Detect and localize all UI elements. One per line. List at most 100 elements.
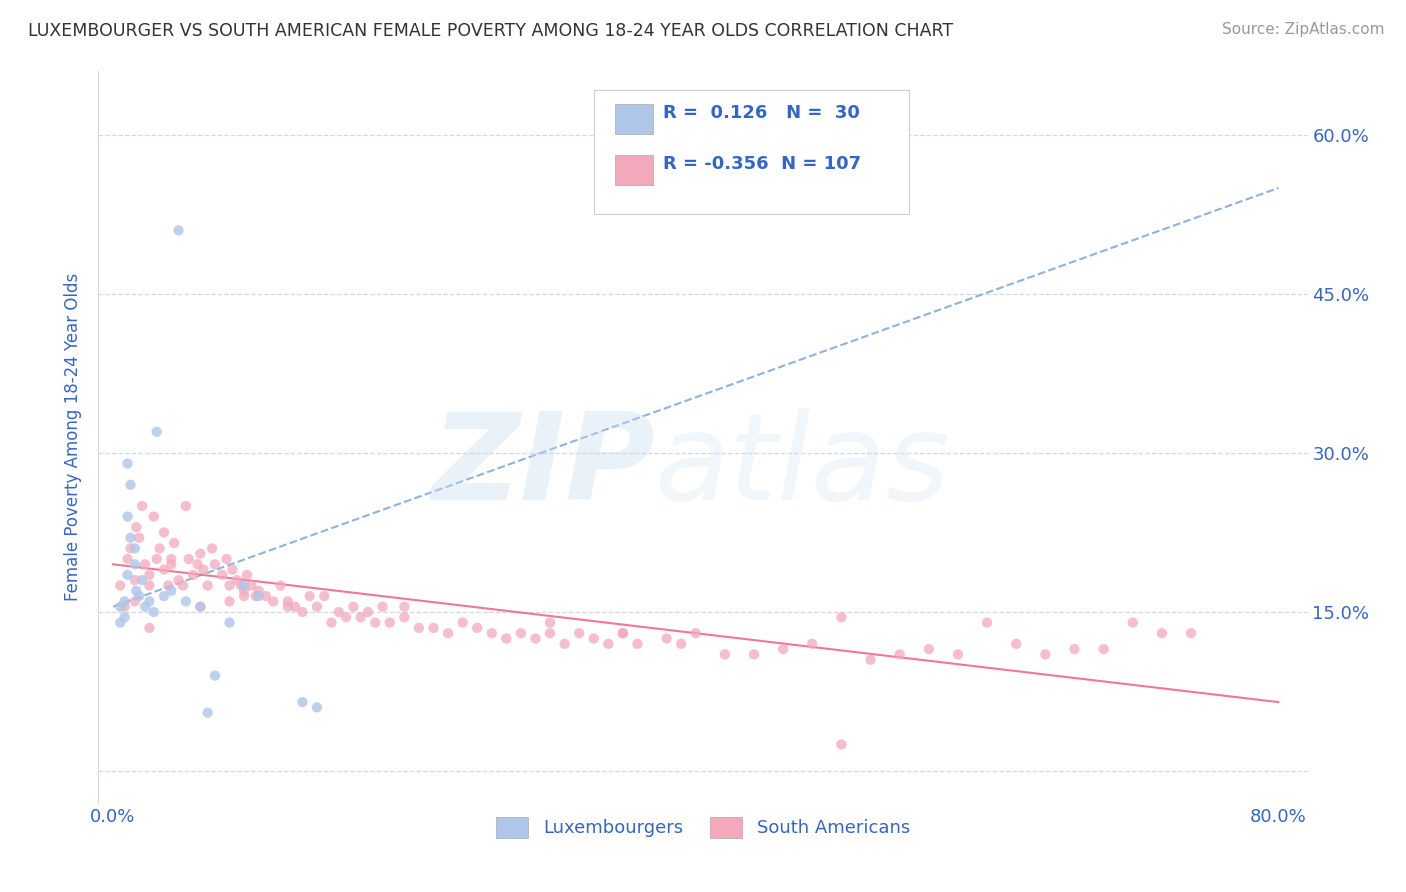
Point — [218, 578, 240, 592]
Point — [245, 589, 267, 603]
Point — [830, 610, 852, 624]
Point — [125, 583, 148, 598]
Point — [167, 223, 190, 237]
Point — [298, 589, 321, 603]
Point — [125, 520, 148, 534]
Point — [221, 563, 243, 577]
Point — [204, 558, 226, 572]
Point — [157, 578, 180, 592]
Point — [830, 738, 852, 752]
Point — [350, 610, 373, 624]
Point — [669, 637, 692, 651]
Text: Source: ZipAtlas.com: Source: ZipAtlas.com — [1222, 22, 1385, 37]
Point — [568, 626, 591, 640]
Point — [918, 642, 941, 657]
Point — [114, 594, 136, 608]
Point — [772, 642, 794, 657]
Point — [134, 599, 156, 614]
Point — [357, 605, 380, 619]
Point — [371, 599, 394, 614]
Text: LUXEMBOURGER VS SOUTH AMERICAN FEMALE POVERTY AMONG 18-24 YEAR OLDS CORRELATION : LUXEMBOURGER VS SOUTH AMERICAN FEMALE PO… — [28, 22, 953, 40]
Point — [889, 648, 911, 662]
Point — [437, 626, 460, 640]
Point — [218, 615, 240, 630]
Text: atlas: atlas — [655, 408, 950, 524]
Point — [1033, 648, 1056, 662]
Point — [110, 578, 132, 592]
Point — [145, 552, 167, 566]
Point — [335, 610, 357, 624]
Point — [582, 632, 605, 646]
Point — [270, 578, 292, 592]
Legend: Luxembourgers, South Americans: Luxembourgers, South Americans — [489, 810, 917, 845]
Point — [149, 541, 172, 556]
Point — [859, 653, 882, 667]
Point — [509, 626, 531, 640]
Point — [218, 594, 240, 608]
Point — [153, 589, 176, 603]
Point — [138, 621, 160, 635]
Point — [142, 509, 165, 524]
Point — [167, 573, 190, 587]
Point — [233, 583, 256, 598]
Text: R =  0.126   N =  30: R = 0.126 N = 30 — [664, 104, 860, 122]
Point — [394, 610, 416, 624]
Point — [321, 615, 343, 630]
Point — [110, 599, 132, 614]
Point — [204, 668, 226, 682]
Point — [193, 563, 215, 577]
Point — [128, 531, 150, 545]
Point — [262, 594, 284, 608]
Point — [342, 599, 364, 614]
Point — [231, 578, 253, 592]
Point — [408, 621, 430, 635]
Point — [277, 594, 299, 608]
Point — [124, 558, 146, 572]
Point — [124, 541, 146, 556]
Point — [1092, 642, 1115, 657]
Point — [236, 567, 259, 582]
Point — [305, 599, 328, 614]
Point — [233, 578, 256, 592]
Point — [314, 589, 336, 603]
Point — [685, 626, 707, 640]
Point — [145, 425, 167, 439]
Point — [124, 573, 146, 587]
Point — [153, 525, 176, 540]
Y-axis label: Female Poverty Among 18-24 Year Olds: Female Poverty Among 18-24 Year Olds — [65, 273, 83, 601]
Point — [117, 552, 139, 566]
Point — [215, 552, 238, 566]
Point — [128, 589, 150, 603]
Point — [197, 578, 219, 592]
Point — [138, 567, 160, 582]
Point — [120, 477, 142, 491]
Point — [1005, 637, 1028, 651]
Point — [524, 632, 547, 646]
Point — [328, 605, 350, 619]
Point — [554, 637, 576, 651]
Point — [160, 552, 183, 566]
Text: ZIP: ZIP — [430, 408, 655, 524]
Point — [163, 536, 186, 550]
Point — [976, 615, 998, 630]
Point — [598, 637, 620, 651]
Point — [612, 626, 634, 640]
Point — [190, 547, 212, 561]
Point — [538, 615, 561, 630]
Point — [197, 706, 219, 720]
Point — [291, 605, 314, 619]
Text: R = -0.356  N = 107: R = -0.356 N = 107 — [664, 155, 862, 173]
Point — [364, 615, 387, 630]
Point — [1150, 626, 1173, 640]
Point — [120, 531, 142, 545]
Point — [422, 621, 444, 635]
Point — [181, 567, 204, 582]
Point — [481, 626, 503, 640]
Point — [495, 632, 517, 646]
Point — [117, 457, 139, 471]
Bar — [614, 155, 654, 185]
Point — [1063, 642, 1085, 657]
Point — [211, 567, 233, 582]
Point — [538, 626, 561, 640]
Point — [655, 632, 678, 646]
